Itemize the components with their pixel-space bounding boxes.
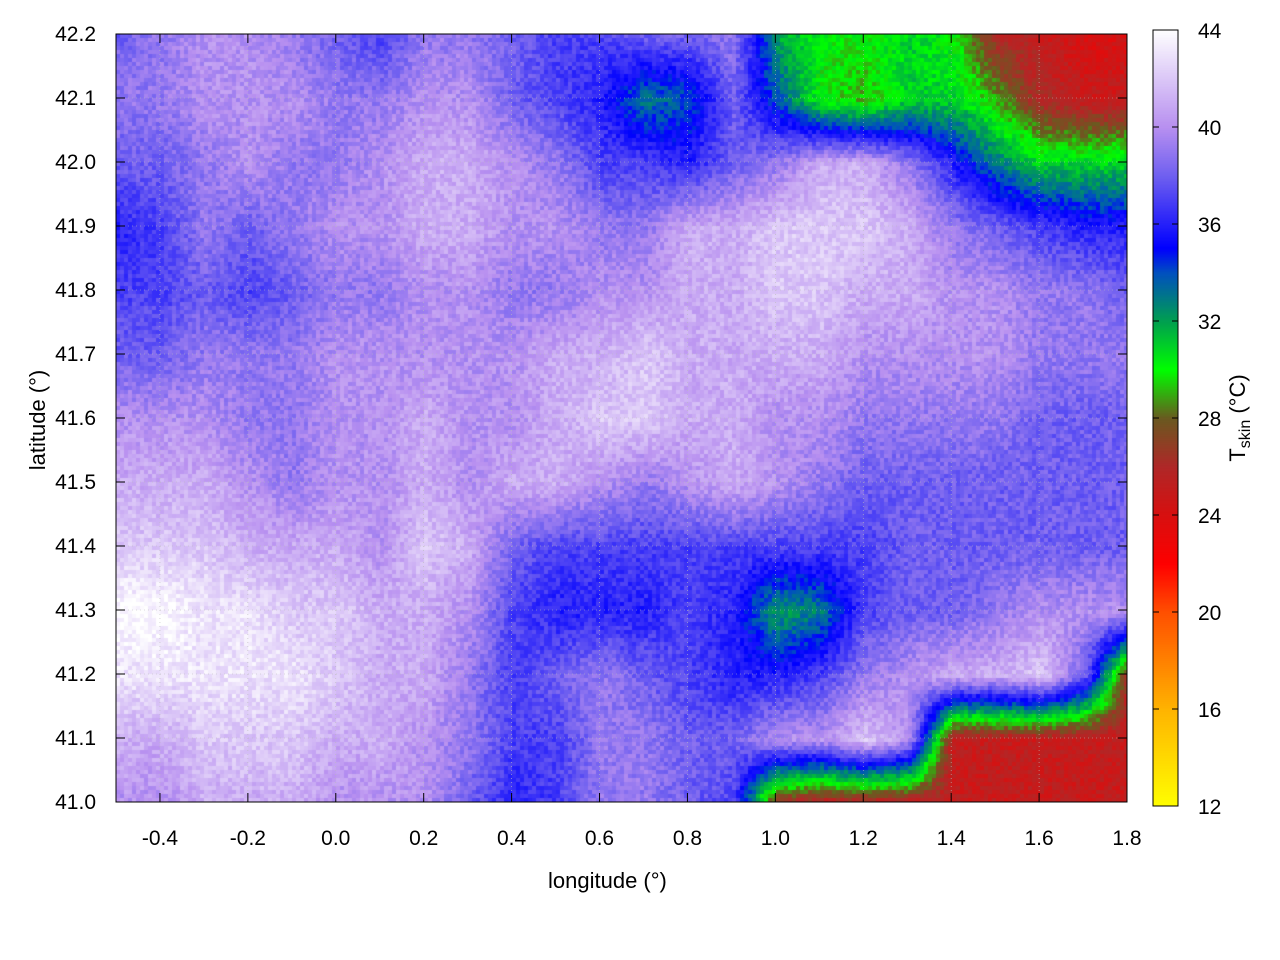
y-tick-label: 41.1	[55, 727, 96, 750]
colorbar-tick-label: 28	[1198, 408, 1221, 431]
plot-frame	[115, 33, 1128, 803]
y-tick-label: 41.6	[55, 407, 96, 430]
x-tick-label: 0.6	[585, 827, 614, 850]
colorbar-tick-label: 20	[1198, 602, 1221, 625]
colorbar-label-main: T	[1224, 448, 1250, 462]
y-tick-label: 41.2	[55, 663, 96, 686]
y-axis-label: latitude (°)	[25, 369, 50, 471]
x-tick-label: 1.0	[761, 827, 790, 850]
x-axis-label: longitude (°)	[548, 868, 667, 893]
x-tick-label: 1.4	[937, 827, 967, 850]
x-tick-label: 0.4	[497, 827, 527, 850]
x-tick-label: 1.8	[1112, 827, 1141, 850]
y-tick-label: 41.8	[55, 279, 96, 302]
colorbar-tick-label: 24	[1198, 505, 1222, 528]
y-tick-label: 41.3	[55, 599, 96, 622]
colorbar-tick-label: 36	[1198, 214, 1221, 237]
colorbar-tick-label: 12	[1198, 796, 1221, 819]
colorbar-tick-label: 16	[1198, 699, 1221, 722]
y-tick-label: 41.7	[55, 343, 96, 366]
x-tick-label: 0.2	[409, 827, 438, 850]
x-tick-label: 1.2	[849, 827, 878, 850]
x-tick-label: -0.4	[142, 827, 179, 850]
y-tick-label: 42.1	[55, 87, 96, 110]
colorbar-label: Tskin (°C)	[1225, 374, 1255, 461]
x-tick-label: -0.2	[230, 827, 266, 850]
y-tick-label: 41.0	[55, 791, 96, 814]
y-tick-label: 41.5	[55, 471, 96, 494]
colorbar-tick-label: 32	[1198, 311, 1221, 334]
y-tick-label: 41.9	[55, 215, 96, 238]
colorbar-label-sub: skin	[1237, 419, 1255, 449]
colorbar-tick-label: 44	[1198, 20, 1222, 43]
x-tick-label: 1.6	[1024, 827, 1053, 850]
colorbar-frame	[1152, 29, 1179, 807]
colorbar-label-unit: (°C)	[1224, 374, 1250, 420]
y-tick-label: 42.0	[55, 151, 96, 174]
colorbar-tick-label: 40	[1198, 117, 1221, 140]
y-tick-label: 42.2	[55, 23, 96, 46]
x-tick-label: 0.0	[321, 827, 350, 850]
y-tick-label: 41.4	[55, 535, 96, 558]
x-tick-label: 0.8	[673, 827, 702, 850]
